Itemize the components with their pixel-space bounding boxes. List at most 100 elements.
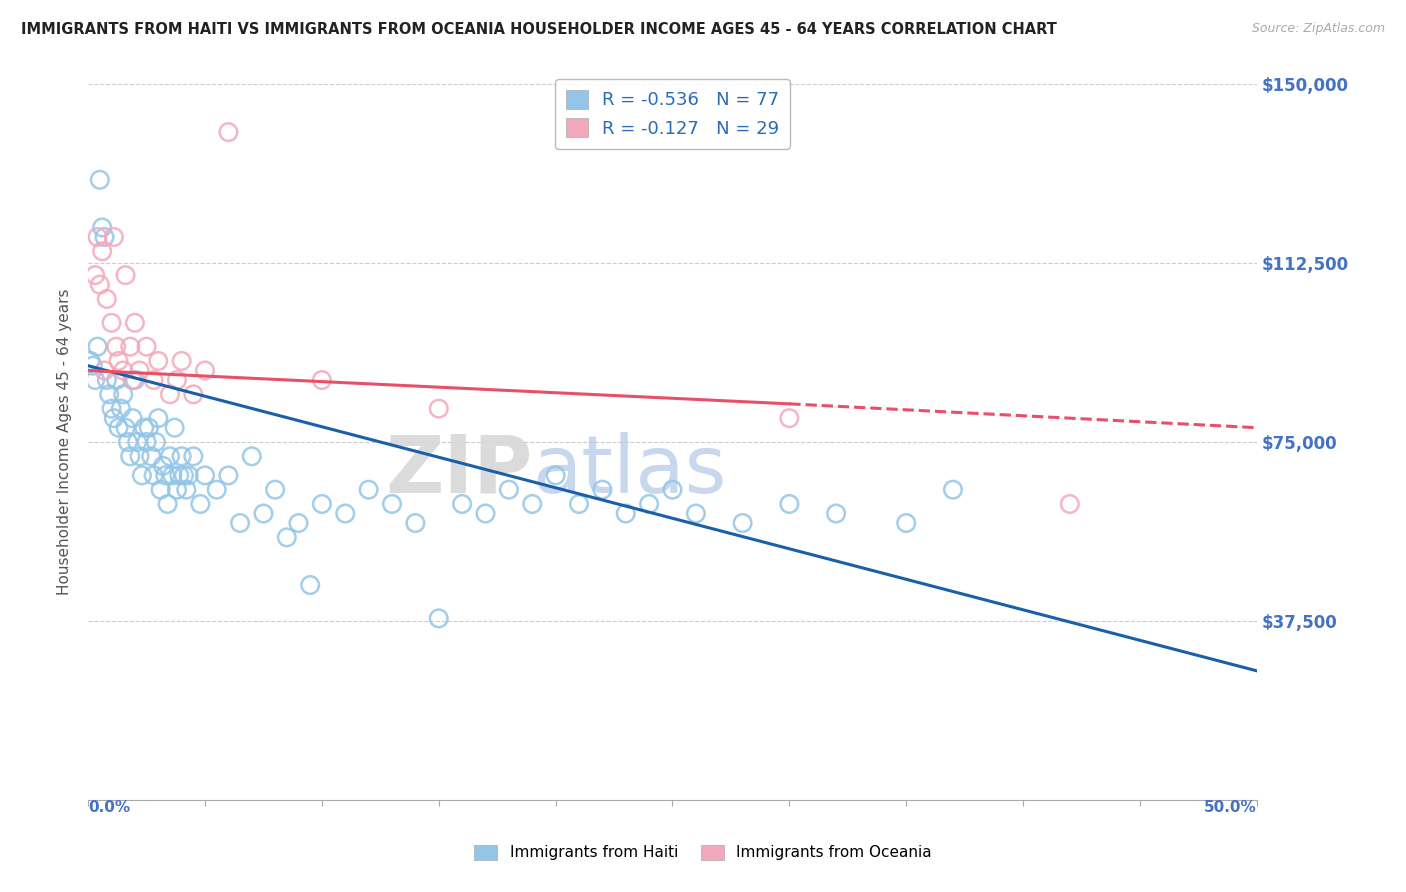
- Point: [335, 507, 357, 521]
- Point: [896, 516, 918, 530]
- Point: [474, 507, 496, 521]
- Point: [173, 468, 195, 483]
- Point: [120, 340, 142, 354]
- Point: [240, 450, 263, 464]
- Text: ZIP: ZIP: [385, 432, 533, 509]
- Point: [131, 468, 153, 483]
- Point: [103, 411, 125, 425]
- Point: [79, 354, 101, 368]
- Point: [86, 340, 108, 354]
- Point: [638, 497, 661, 511]
- Point: [264, 483, 287, 497]
- Point: [112, 387, 135, 401]
- Point: [163, 420, 186, 434]
- Point: [299, 578, 322, 592]
- Text: 50.0%: 50.0%: [1204, 799, 1257, 814]
- Point: [661, 483, 683, 497]
- Point: [120, 450, 142, 464]
- Point: [93, 363, 115, 377]
- Point: [91, 244, 114, 259]
- Point: [188, 497, 211, 511]
- Point: [100, 316, 122, 330]
- Point: [114, 268, 136, 282]
- Point: [252, 507, 274, 521]
- Point: [183, 387, 205, 401]
- Point: [498, 483, 520, 497]
- Text: atlas: atlas: [533, 432, 727, 509]
- Point: [357, 483, 380, 497]
- Point: [451, 497, 474, 511]
- Point: [107, 354, 129, 368]
- Point: [141, 450, 163, 464]
- Point: [155, 468, 177, 483]
- Point: [114, 420, 136, 434]
- Point: [194, 363, 217, 377]
- Point: [177, 468, 200, 483]
- Point: [124, 316, 146, 330]
- Point: [170, 354, 193, 368]
- Point: [145, 435, 167, 450]
- Point: [138, 420, 160, 434]
- Point: [121, 373, 143, 387]
- Point: [100, 401, 122, 416]
- Point: [128, 450, 150, 464]
- Point: [162, 468, 184, 483]
- Point: [614, 507, 637, 521]
- Point: [311, 497, 333, 511]
- Point: [98, 387, 121, 401]
- Point: [93, 230, 115, 244]
- Point: [183, 450, 205, 464]
- Point: [685, 507, 707, 521]
- Point: [148, 354, 170, 368]
- Point: [107, 420, 129, 434]
- Y-axis label: Householder Income Ages 45 - 64 years: Householder Income Ages 45 - 64 years: [58, 289, 72, 595]
- Point: [124, 373, 146, 387]
- Legend: Immigrants from Haiti, Immigrants from Oceania: Immigrants from Haiti, Immigrants from O…: [468, 838, 938, 866]
- Point: [117, 435, 139, 450]
- Point: [110, 401, 132, 416]
- Point: [105, 340, 128, 354]
- Point: [96, 373, 118, 387]
- Point: [1059, 497, 1081, 511]
- Point: [404, 516, 426, 530]
- Point: [121, 411, 143, 425]
- Point: [276, 530, 298, 544]
- Point: [778, 497, 800, 511]
- Point: [205, 483, 228, 497]
- Point: [427, 401, 450, 416]
- Point: [103, 230, 125, 244]
- Point: [170, 450, 193, 464]
- Point: [194, 468, 217, 483]
- Text: 0.0%: 0.0%: [89, 799, 131, 814]
- Point: [942, 483, 965, 497]
- Point: [825, 507, 848, 521]
- Point: [89, 277, 111, 292]
- Point: [128, 363, 150, 377]
- Point: [86, 230, 108, 244]
- Text: IMMIGRANTS FROM HAITI VS IMMIGRANTS FROM OCEANIA HOUSEHOLDER INCOME AGES 45 - 64: IMMIGRANTS FROM HAITI VS IMMIGRANTS FROM…: [21, 22, 1057, 37]
- Point: [217, 125, 239, 139]
- Point: [522, 497, 544, 511]
- Point: [148, 411, 170, 425]
- Point: [169, 468, 191, 483]
- Point: [84, 373, 107, 387]
- Point: [229, 516, 252, 530]
- Point: [427, 611, 450, 625]
- Point: [112, 363, 135, 377]
- Point: [287, 516, 309, 530]
- Point: [142, 468, 165, 483]
- Point: [127, 435, 149, 450]
- Point: [156, 497, 179, 511]
- Point: [166, 483, 188, 497]
- Point: [91, 220, 114, 235]
- Point: [166, 373, 188, 387]
- Point: [176, 483, 198, 497]
- Point: [96, 292, 118, 306]
- Point: [135, 435, 157, 450]
- Point: [544, 468, 567, 483]
- Point: [82, 359, 104, 373]
- Point: [149, 483, 172, 497]
- Point: [134, 420, 156, 434]
- Point: [159, 450, 181, 464]
- Point: [381, 497, 404, 511]
